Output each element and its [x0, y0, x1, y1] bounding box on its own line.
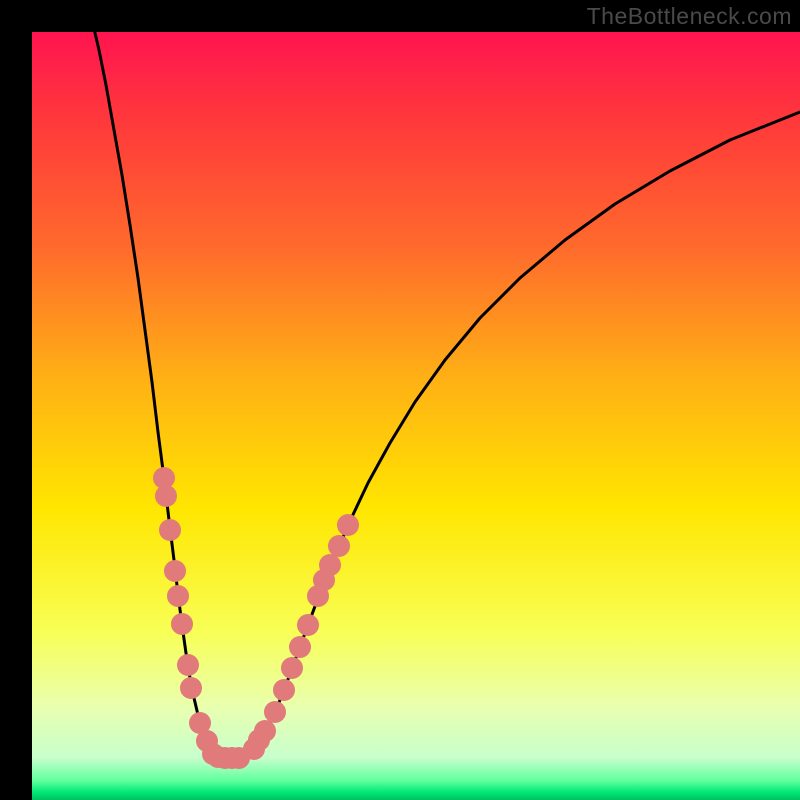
chart-overlay [32, 32, 800, 800]
scatter-point [337, 514, 359, 536]
scatter-point [155, 485, 177, 507]
scatter-point [264, 701, 286, 723]
scatter-point [171, 613, 193, 635]
scatter-point [159, 519, 181, 541]
scatter-point [177, 654, 199, 676]
plot-area [32, 32, 800, 800]
chart-container: TheBottleneck.com [0, 0, 800, 800]
scatter-point [297, 614, 319, 636]
scatter-point [273, 679, 295, 701]
scatter-point [254, 720, 276, 742]
scatter-point [281, 657, 303, 679]
scatter-point [319, 554, 341, 576]
scatter-point [180, 677, 202, 699]
watermark-text: TheBottleneck.com [587, 3, 792, 30]
scatter-point [167, 585, 189, 607]
scatter-point [289, 636, 311, 658]
scatter-group [153, 467, 359, 769]
scatter-point [328, 535, 350, 557]
bottleneck-curve [86, 32, 800, 758]
scatter-point [164, 560, 186, 582]
